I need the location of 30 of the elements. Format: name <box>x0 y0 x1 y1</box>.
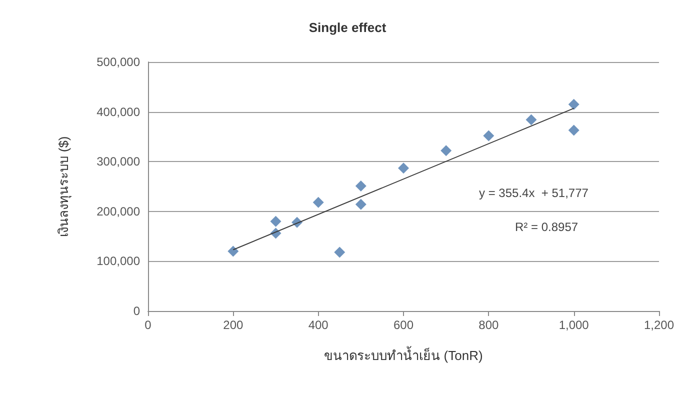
x-tick-label: 400 <box>308 318 329 332</box>
point <box>312 196 324 208</box>
point <box>440 145 452 156</box>
y-axis-title: เงินลงทุนระบบ ($) <box>56 136 72 237</box>
point <box>568 98 580 110</box>
y-tick-label: 400,000 <box>96 104 140 119</box>
y-tick-label: 300,000 <box>96 154 140 169</box>
x-tick-label: 0 <box>144 318 152 332</box>
point <box>228 246 239 257</box>
point <box>483 130 494 142</box>
chart-title: Single effect <box>308 20 387 35</box>
x-tick-label: 800 <box>478 318 499 332</box>
point <box>526 114 537 126</box>
x-tick-label: 200 <box>223 318 244 332</box>
annotation: R² = 0.8957 <box>515 220 578 234</box>
annotation: y = 355.4x + 51,777 <box>479 186 589 200</box>
x-tick-label: 600 <box>393 318 414 332</box>
x-axis-title: ขนาดระบบทำน้ำเย็น (TonR) <box>324 346 483 363</box>
x-tick-label: 1,200 <box>644 318 674 332</box>
y-tick-label: 200,000 <box>96 204 140 218</box>
x-tick-label: 1,000 <box>558 318 590 332</box>
point <box>334 246 346 258</box>
point <box>355 180 366 192</box>
y-tick-label: 100,000 <box>96 254 140 268</box>
point <box>568 124 580 136</box>
y-tick-label: 0 <box>133 304 140 318</box>
point <box>398 162 409 174</box>
y-tick-label: 500,000 <box>96 55 140 69</box>
point <box>355 198 366 210</box>
point <box>270 216 282 227</box>
